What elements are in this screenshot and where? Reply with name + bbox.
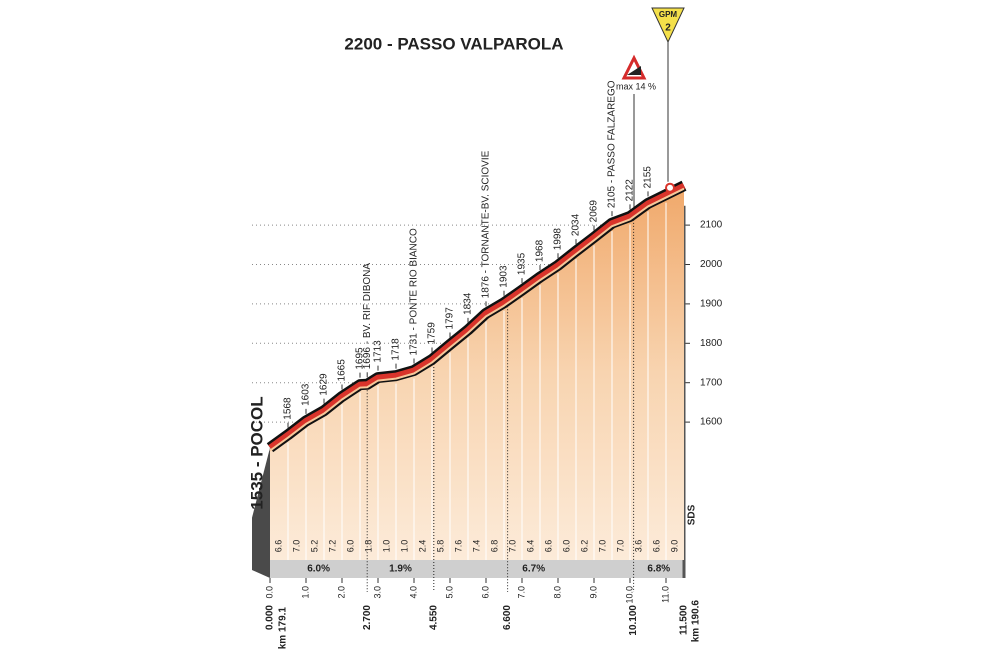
point-label: 1876 - TORNANTE-BV. SCIOVIE [481, 150, 492, 298]
gradient-label: 1.8 [363, 540, 373, 553]
section-gradient: 1.9% [389, 564, 412, 575]
y-tick-label: 2000 [700, 259, 723, 270]
gradient-label: 9.0 [669, 540, 679, 553]
km-start: km 179.1 [278, 607, 289, 650]
point-label: 1759 [427, 322, 438, 345]
x-tick-label: 1.0 [300, 586, 310, 599]
gradient-label: 7.0 [597, 540, 607, 553]
point-label: 2034 [571, 213, 582, 236]
km-mark-label: 4.550 [428, 605, 439, 630]
point-label: 1903 [499, 265, 510, 288]
x-tick-label: 7.0 [516, 586, 526, 599]
point-label: 2069 [589, 200, 600, 223]
summit-marker [665, 182, 675, 193]
section-gradient: 6.8% [647, 564, 670, 575]
section-gradient: 6.7% [522, 564, 545, 575]
gradient-label: 7.2 [327, 540, 337, 553]
gradient-label: 6.8 [489, 540, 499, 553]
point-label: 1603 [301, 383, 312, 406]
gradient-label: 5.8 [435, 540, 445, 553]
point-label: 1935 [517, 252, 528, 275]
y-tick-label: 1800 [700, 338, 723, 349]
start-label: 1535 - POCOL [247, 396, 266, 509]
point-label: 1998 [553, 228, 564, 251]
point-label: 1568 [283, 397, 294, 420]
km-mark-label: 0.000 [265, 605, 276, 630]
point-label: 2122 [625, 179, 636, 202]
summit-label: 2200 - PASSO VALPAROLA [344, 34, 563, 53]
point-label: 1696 - BV. RIF DIBONA [362, 263, 373, 370]
gradient-label: 7.0 [615, 540, 625, 553]
x-tick-label: 9.0 [588, 586, 598, 599]
x-tick-label: 2.0 [336, 586, 346, 599]
x-tick-label: 4.0 [408, 586, 418, 599]
gradient-label: 7.6 [453, 540, 463, 553]
point-label: 1713 [373, 340, 384, 363]
max-gradient: max 14 % [616, 81, 656, 91]
gradient-label: 6.0 [561, 540, 571, 553]
point-label: 1629 [319, 373, 330, 396]
km-mark-label: 11.500 [679, 605, 690, 635]
gradient-label: 7.0 [291, 540, 301, 553]
x-tick-label: 10.0 [624, 586, 634, 604]
km-end: km 190.6 [691, 600, 702, 643]
point-label: 1718 [391, 338, 402, 361]
sds-label: SDS [687, 504, 698, 525]
point-label: 1797 [445, 307, 456, 330]
x-tick-label: 6.0 [480, 586, 490, 599]
gpm-badge [651, 7, 685, 44]
point-label: 2155 [643, 166, 654, 189]
y-tick-label: 1700 [700, 377, 723, 388]
point-label: 1834 [463, 292, 474, 315]
gradient-label: 6.2 [579, 540, 589, 553]
x-tick-label: 0.0 [264, 586, 274, 599]
gradient-label: 6.0 [345, 540, 355, 553]
point-label: 1731 - PONTE RIO BIANCO [409, 228, 420, 355]
gradient-label: 6.6 [273, 540, 283, 553]
x-tick-label: 3.0 [372, 586, 382, 599]
km-mark-label: 2.700 [362, 605, 373, 630]
gradient-label: 6.6 [651, 540, 661, 553]
gradient-label: 2.4 [417, 540, 427, 553]
warning-slope [627, 66, 641, 75]
gradient-label: 1.0 [399, 540, 409, 553]
gradient-label: 1.0 [381, 540, 391, 553]
point-label: 1665 [337, 359, 348, 382]
y-tick-label: 1900 [700, 299, 723, 310]
y-tick-label: 2100 [700, 220, 723, 231]
warning-pointer [633, 94, 660, 211]
gradient-label: 7.0 [507, 540, 517, 553]
profile-line [268, 183, 686, 451]
y-tick-label: 1600 [700, 417, 723, 428]
gpm-label: GPM [659, 10, 678, 19]
left-wall [252, 447, 270, 578]
base-band [270, 560, 684, 578]
point-label: 1968 [535, 239, 546, 262]
profile-highlight [269, 187, 685, 452]
gradient-label: 7.4 [471, 540, 481, 553]
section-gradient: 6.0% [307, 564, 330, 575]
x-tick-label: 8.0 [552, 586, 562, 599]
gradient-label: 3.6 [633, 540, 643, 553]
gradient-label: 6.6 [543, 540, 553, 553]
x-tick-label: 5.0 [444, 586, 454, 599]
profile-area [270, 185, 684, 560]
km-mark-label: 6.600 [502, 605, 513, 630]
point-label: 2105 - PASSO FALZAREGO [607, 80, 618, 208]
gradient-label: 5.2 [309, 540, 319, 553]
point-label: 1695 [355, 347, 366, 370]
x-tick-label: 11.0 [660, 586, 670, 603]
km-mark-label: 10.100 [628, 605, 639, 636]
gradient-label: 6.4 [525, 540, 535, 553]
gpm-category: 2 [665, 23, 671, 34]
